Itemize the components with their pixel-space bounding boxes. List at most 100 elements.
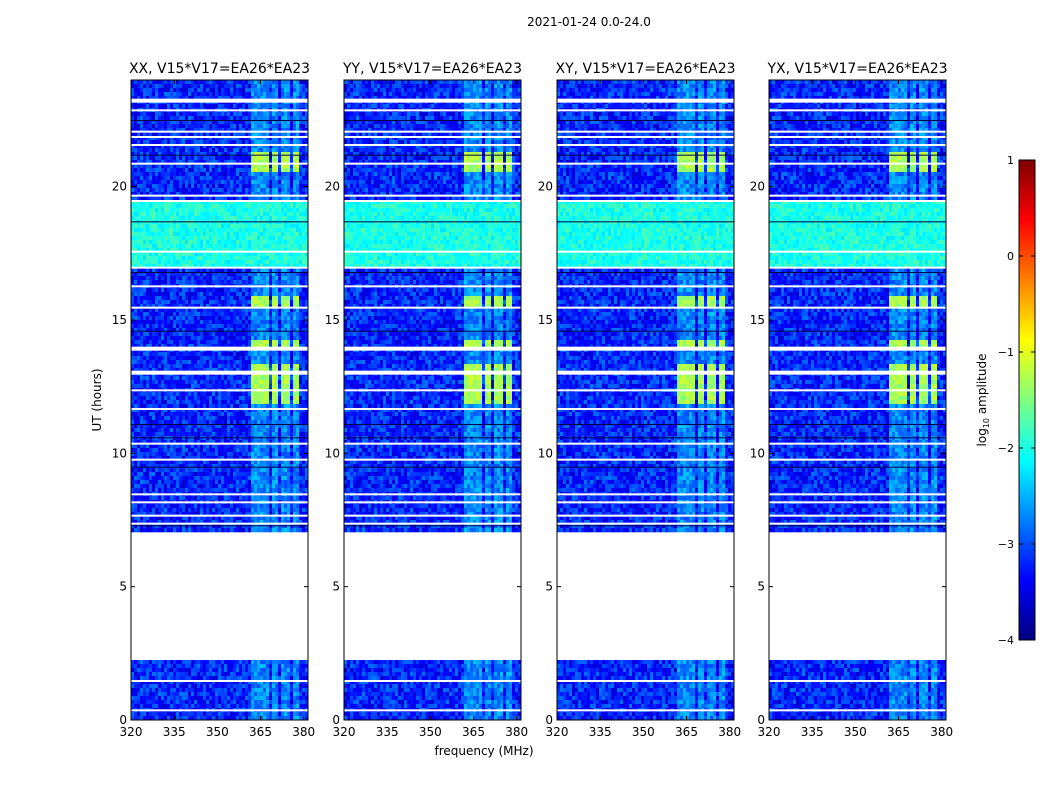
x-tick-label: 320 [546,725,569,739]
x-tick-label: 380 [292,725,315,739]
flag-line [769,109,946,112]
flag-line [131,346,308,351]
x-tick-label: 380 [718,725,741,739]
dark-line [131,272,308,273]
x-tick-label: 350 [419,725,442,739]
flag-line [344,442,521,445]
dark-line [769,330,946,332]
flag-line [344,285,521,288]
panel-0: XX, V15*V17=EA26*EA23 320 335 350 365 380 0 5 10… [112,61,315,739]
flag-line [557,522,734,525]
dark-line [131,437,308,439]
flag-line [131,130,308,133]
y-tick-label: 15 [538,313,553,327]
flag-line [557,514,734,517]
colorbar: 10−1−2−3−4 log10 amplitude [975,154,1036,647]
dark-line [344,221,521,223]
flag-line [769,136,946,138]
dark-line [557,272,734,273]
flag-line [557,130,734,133]
y-tick-label: 15 [112,313,127,327]
x-tick-label: 320 [758,725,781,739]
x-tick-label: 365 [887,725,910,739]
y-tick-label: 20 [325,180,340,194]
x-tick-label: 335 [589,725,612,739]
flag-line [131,200,308,202]
flag-line [131,285,308,288]
flag-line [344,680,521,682]
flag-line [131,522,308,525]
flag-line [344,130,521,133]
y-tick-label: 10 [750,446,765,460]
flag-line [769,408,946,410]
dark-line [344,424,521,425]
x-tick-label: 350 [844,725,867,739]
y-tick-label: 5 [545,580,553,594]
y-tick-label: 15 [750,313,765,327]
dark-line [769,437,946,439]
panel-1: YY, V15*V17=EA26*EA23 320 335 350 365 380 0 5 10… [325,61,528,739]
dark-line [769,154,946,156]
y-tick-label: 20 [538,180,553,194]
dark-line [769,424,946,425]
flag-line [557,680,734,682]
colorbar-tick-label: 0 [1007,250,1014,263]
flag-line [769,680,946,682]
flag-line [131,306,308,309]
flag-line [557,370,734,375]
flag-line [769,522,946,525]
flag-line [344,501,521,504]
x-tick-label: 350 [632,725,655,739]
dark-line [344,120,521,121]
flag-line [344,514,521,517]
flag-line [769,162,946,165]
flag-line [557,458,734,461]
flag-line [557,200,734,202]
panel-title-2: XY, V15*V17=EA26*EA23 [555,61,735,77]
flag-line [769,250,946,253]
dark-line [769,272,946,273]
flag-line [769,98,946,103]
dark-line [344,154,521,156]
flag-line [344,306,521,309]
flag-line [344,522,521,525]
flag-line [769,514,946,517]
flag-line [557,144,734,146]
flag-line [557,389,734,392]
colorbar-tick-label: −4 [998,634,1014,647]
x-tick-label: 365 [462,725,485,739]
flag-line [131,136,308,138]
y-tick-label: 15 [325,313,340,327]
colorbar-label-sub: 10 [982,418,991,428]
flag-line [344,200,521,202]
dark-line [344,525,521,527]
flag-line [557,266,734,269]
flag-line [769,458,946,461]
flag-line [131,98,308,103]
y-tick-label: 10 [112,446,127,460]
plot-frame [343,79,522,721]
flag-line [131,680,308,682]
flag-line [769,130,946,133]
flag-line [557,162,734,165]
flag-line [131,144,308,146]
flag-line [344,98,521,103]
dark-line [557,221,734,223]
dark-line [557,154,734,156]
y-tick-label: 10 [325,446,340,460]
x-tick-label: 320 [333,725,356,739]
colorbar-label: log10 amplitude [975,354,991,447]
spectrogram-1 [344,80,521,720]
flag-line [131,250,308,253]
colorbar-tick-label: −3 [998,538,1014,551]
flag-line [769,370,946,375]
dark-line [131,525,308,527]
y-tick-label: 0 [332,713,340,727]
flag-line [557,285,734,288]
figure-title: 2021-01-24 0.0-24.0 [527,15,651,29]
dark-line [344,272,521,273]
panel-2: XY, V15*V17=EA26*EA23 320 335 350 365 380 0 5 10… [538,61,741,739]
flag-line [344,144,521,146]
flag-line [769,285,946,288]
